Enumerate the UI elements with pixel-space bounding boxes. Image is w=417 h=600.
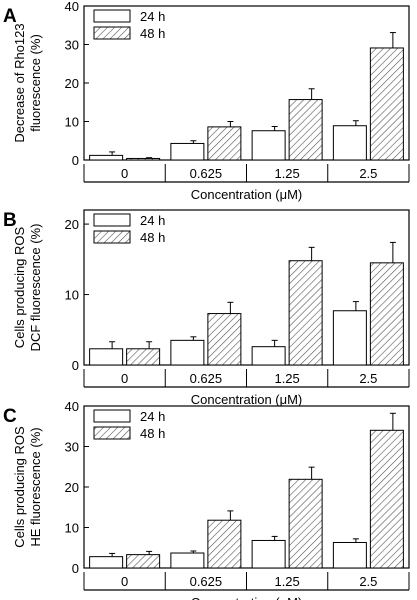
- x-tick-label: 1.25: [274, 371, 299, 386]
- legend-swatch: [93, 26, 131, 40]
- y-tick-label: 20: [65, 480, 79, 495]
- y-axis-title: Cells producing ROSDCF fluorescence (%): [12, 224, 43, 352]
- bar-48h: [369, 262, 404, 366]
- y-axis-title: Cells producing ROSHE fluorescence (%): [12, 426, 43, 548]
- y-tick-label: 20: [65, 76, 79, 91]
- x-axis-title: Concentration (μM): [191, 392, 303, 407]
- y-tick-label: 30: [65, 440, 79, 455]
- legend-label: 24 h: [140, 409, 165, 424]
- x-tick-label: 0: [121, 166, 128, 181]
- bar-48h: [288, 99, 323, 161]
- bar-24h: [170, 339, 205, 366]
- legend-swatch: [93, 230, 131, 244]
- x-tick-label: 0.625: [190, 166, 223, 181]
- bar-24h: [332, 541, 367, 569]
- x-tick-label: 2.5: [359, 574, 377, 589]
- y-tick-label: 10: [65, 521, 79, 536]
- bar-48h: [369, 429, 404, 569]
- legend-label: 24 h: [140, 213, 165, 228]
- y-tick-label: 10: [65, 288, 79, 303]
- bar-48h: [288, 478, 323, 569]
- y-tick-label: 0: [72, 153, 79, 168]
- x-axis-title: Concentration (μM): [191, 595, 303, 600]
- panel-letter: B: [3, 210, 17, 231]
- bar-48h: [207, 519, 242, 569]
- y-tick-label: 0: [72, 561, 79, 576]
- x-tick-label: 1.25: [274, 166, 299, 181]
- chart-panel-a: A 0 10 20 30 40 Decrease of Rho123fluorescence…: [3, 0, 410, 202]
- bar-48h: [126, 554, 161, 569]
- bar-24h: [332, 310, 367, 366]
- bar-24h: [170, 552, 205, 569]
- y-axis-title-line: fluorescence (%): [28, 34, 43, 132]
- y-axis-title-line: Decrease of Rho123: [12, 23, 27, 142]
- bar-24h: [251, 346, 286, 366]
- bar-48h: [207, 126, 242, 161]
- bar-24h: [251, 539, 286, 569]
- bar-24h: [89, 348, 124, 366]
- legend-label: 48 h: [140, 426, 165, 441]
- x-tick-label: 1.25: [274, 574, 299, 589]
- bar-24h: [89, 556, 124, 569]
- legend-swatch: [93, 9, 131, 23]
- y-tick-label: 10: [65, 115, 79, 130]
- y-tick-label: 40: [65, 399, 79, 414]
- bar-24h: [332, 125, 367, 161]
- x-tick-label: 0: [121, 574, 128, 589]
- bar-48h: [288, 260, 323, 366]
- chart-panel-b: B 0 10 20 Cells producing ROSDCF fluorescenc…: [3, 209, 410, 407]
- legend-swatch: [93, 409, 131, 423]
- bar-48h: [207, 313, 242, 366]
- bar-48h: [369, 47, 404, 161]
- bar-24h: [170, 142, 205, 161]
- x-tick-label: 2.5: [359, 371, 377, 386]
- y-axis-title-line: HE fluorescence (%): [28, 427, 43, 546]
- bar-48h: [126, 157, 161, 161]
- legend-label: 24 h: [140, 9, 165, 24]
- panel-letter: C: [3, 406, 17, 427]
- x-tick-label: 0.625: [190, 574, 223, 589]
- chart-panel-c: C 0 10 20 30 40 Cells producing ROSHE fluoresc…: [3, 399, 410, 600]
- legend-label: 48 h: [140, 230, 165, 245]
- x-tick-label: 0: [121, 371, 128, 386]
- y-axis-title-line: Cells producing ROS: [12, 226, 27, 348]
- y-axis-title-line: Cells producing ROS: [12, 426, 27, 548]
- y-tick-label: 20: [65, 217, 79, 232]
- panel-letter: A: [3, 6, 17, 27]
- legend-label: 48 h: [140, 26, 165, 41]
- bar-24h: [89, 154, 124, 161]
- legend-swatch: [93, 426, 131, 440]
- bar-24h: [251, 130, 286, 161]
- legend-swatch: [93, 213, 131, 227]
- bar-48h: [126, 348, 161, 366]
- x-axis-title: Concentration (μM): [191, 187, 303, 202]
- plot-frame: [83, 209, 410, 366]
- y-axis-title: Decrease of Rho123fluorescence (%): [12, 23, 43, 142]
- y-tick-label: 30: [65, 38, 79, 53]
- y-tick-label: 40: [65, 0, 79, 14]
- x-tick-label: 2.5: [359, 166, 377, 181]
- x-tick-label: 0.625: [190, 371, 223, 386]
- y-axis-title-line: DCF fluorescence (%): [28, 224, 43, 352]
- y-tick-label: 0: [72, 358, 79, 373]
